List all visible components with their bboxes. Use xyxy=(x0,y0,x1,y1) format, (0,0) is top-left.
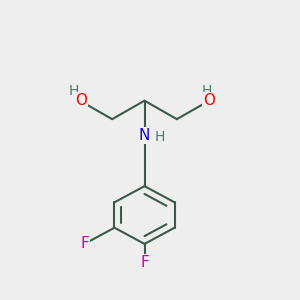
Text: H: H xyxy=(154,130,165,144)
Text: F: F xyxy=(80,236,89,251)
Text: H: H xyxy=(202,84,212,98)
Text: O: O xyxy=(203,93,215,108)
Text: F: F xyxy=(140,255,149,270)
Text: O: O xyxy=(75,93,87,108)
Text: N: N xyxy=(139,128,150,143)
Text: H: H xyxy=(69,84,79,98)
